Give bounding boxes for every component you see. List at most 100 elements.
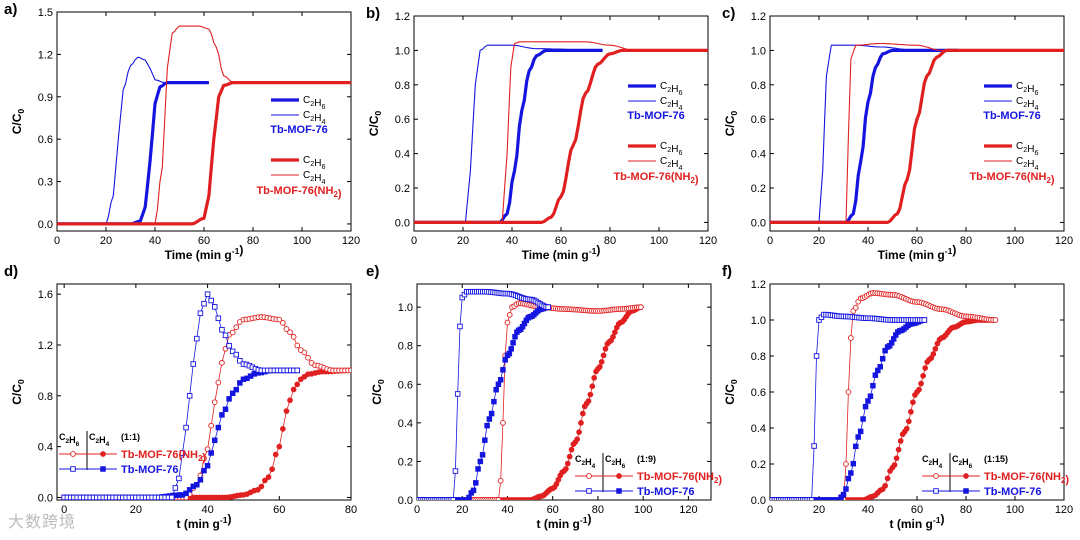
data-point	[294, 342, 301, 349]
y-tick-label: 0.8	[398, 341, 413, 353]
x-tick-label: 40	[862, 504, 874, 516]
data-point	[208, 297, 214, 304]
data-point	[564, 460, 571, 467]
data-point	[862, 403, 869, 410]
data-point	[585, 398, 592, 404]
y-tick-label: 0.8	[395, 80, 410, 92]
y-tick-label: 0.8	[751, 351, 766, 363]
data-point	[212, 437, 218, 444]
data-point	[280, 320, 286, 326]
watermark-logo: 大数跨境	[8, 512, 77, 531]
legend-label: C2H4	[1016, 96, 1038, 112]
data-point	[495, 381, 502, 388]
data-point	[283, 408, 290, 414]
data-point	[855, 434, 861, 440]
data-point	[852, 304, 859, 311]
y-tick-label: 0.6	[751, 387, 766, 399]
y-tick-label: 1.5	[38, 7, 53, 19]
series-line	[414, 48, 708, 224]
x-tick-label: 0	[54, 235, 60, 247]
x-tick-label: 100	[1006, 235, 1024, 247]
x-tick-label: 120	[342, 235, 360, 247]
data-point	[233, 386, 240, 393]
chart-panel-b: b) 0 20 40 60 80 100 120 0.0 0.2 0.4 0.6 0.8 1.0 1.2 Ti…	[366, 5, 717, 262]
data-point	[930, 351, 937, 357]
series-line	[57, 25, 351, 225]
series-line	[770, 319, 996, 500]
data-point	[488, 410, 495, 417]
data-point	[598, 359, 605, 365]
data-point	[891, 462, 898, 468]
data-point	[497, 477, 504, 484]
data-point	[477, 458, 484, 465]
data-point	[870, 382, 876, 389]
data-point	[857, 428, 864, 435]
data-point	[922, 365, 929, 371]
x-tick-label: 0	[767, 504, 773, 516]
data-point	[229, 329, 236, 336]
x-tick-label: 40	[862, 235, 874, 247]
data-point	[847, 335, 854, 341]
data-point	[506, 312, 513, 318]
chart-panel-a: a) 0 20 40 60 80 100 120 0.0 0.3 0.6 0.9 1.2 1.5 Time …	[4, 1, 360, 262]
data-point	[486, 416, 493, 422]
legend-label: C2H4	[303, 170, 325, 186]
x-tick-label: 80	[345, 504, 357, 516]
data-point	[921, 317, 928, 323]
x-tick-label: 120	[1055, 504, 1073, 516]
series-line	[770, 314, 925, 500]
data-point	[500, 420, 506, 426]
data-point	[258, 483, 265, 490]
legend-label: Tb-MOF-76	[984, 486, 1041, 498]
series-layer	[61, 291, 351, 500]
data-point	[276, 316, 283, 323]
data-point	[877, 363, 884, 370]
data-point	[500, 367, 506, 373]
plot-frame	[56, 11, 352, 232]
data-point	[208, 422, 215, 429]
data-point	[265, 474, 272, 480]
series-line	[64, 369, 351, 498]
x-tick-label: 100	[1006, 504, 1024, 516]
legend-title: Tb-MOF-76	[983, 110, 1040, 122]
x-axis-label: Time (min g-1)	[522, 243, 601, 262]
x-tick-label: 60	[547, 504, 559, 516]
y-axis-label: C/C0	[723, 111, 739, 137]
data-point	[290, 334, 297, 340]
panel-label-a: a)	[4, 1, 17, 18]
data-point	[226, 342, 232, 349]
data-point	[183, 490, 189, 497]
plot-frame	[416, 283, 712, 501]
x-tick-label: 40	[201, 504, 213, 516]
x-tick-label: 0	[414, 504, 420, 516]
data-point	[290, 386, 297, 393]
legend-ratio: (1:9)	[637, 454, 656, 464]
legend-label: Tb-MOF-76(NH2)	[984, 471, 1069, 486]
y-tick-label: 0.3	[38, 177, 53, 189]
data-point	[568, 446, 575, 453]
data-point	[201, 455, 207, 462]
x-tick-label: 60	[198, 235, 210, 247]
y-tick-label: 1.2	[395, 11, 410, 23]
y-tick-label: 0.0	[398, 495, 413, 507]
data-point	[845, 389, 852, 395]
legend-marker	[70, 451, 76, 457]
data-point	[591, 375, 598, 381]
legend-marker	[963, 473, 969, 479]
x-tick-label: 0	[411, 235, 417, 247]
y-tick-label: 0.2	[398, 456, 413, 468]
x-tick-label: 60	[911, 235, 923, 247]
legend-label: C2H6	[303, 155, 325, 171]
y-tick-label: 0.4	[395, 149, 410, 161]
data-point	[932, 345, 939, 352]
legend-marker	[933, 488, 939, 494]
data-point	[843, 486, 849, 492]
data-point	[612, 329, 618, 336]
data-point	[201, 467, 207, 474]
x-axis-label: t (min g-1)	[890, 512, 945, 531]
y-axis-label: C/C0	[10, 109, 26, 135]
data-point	[576, 429, 582, 435]
data-point	[183, 424, 189, 431]
legend-marker	[933, 473, 939, 479]
legend-title: Tb-MOF-76(NH2)	[969, 171, 1054, 186]
